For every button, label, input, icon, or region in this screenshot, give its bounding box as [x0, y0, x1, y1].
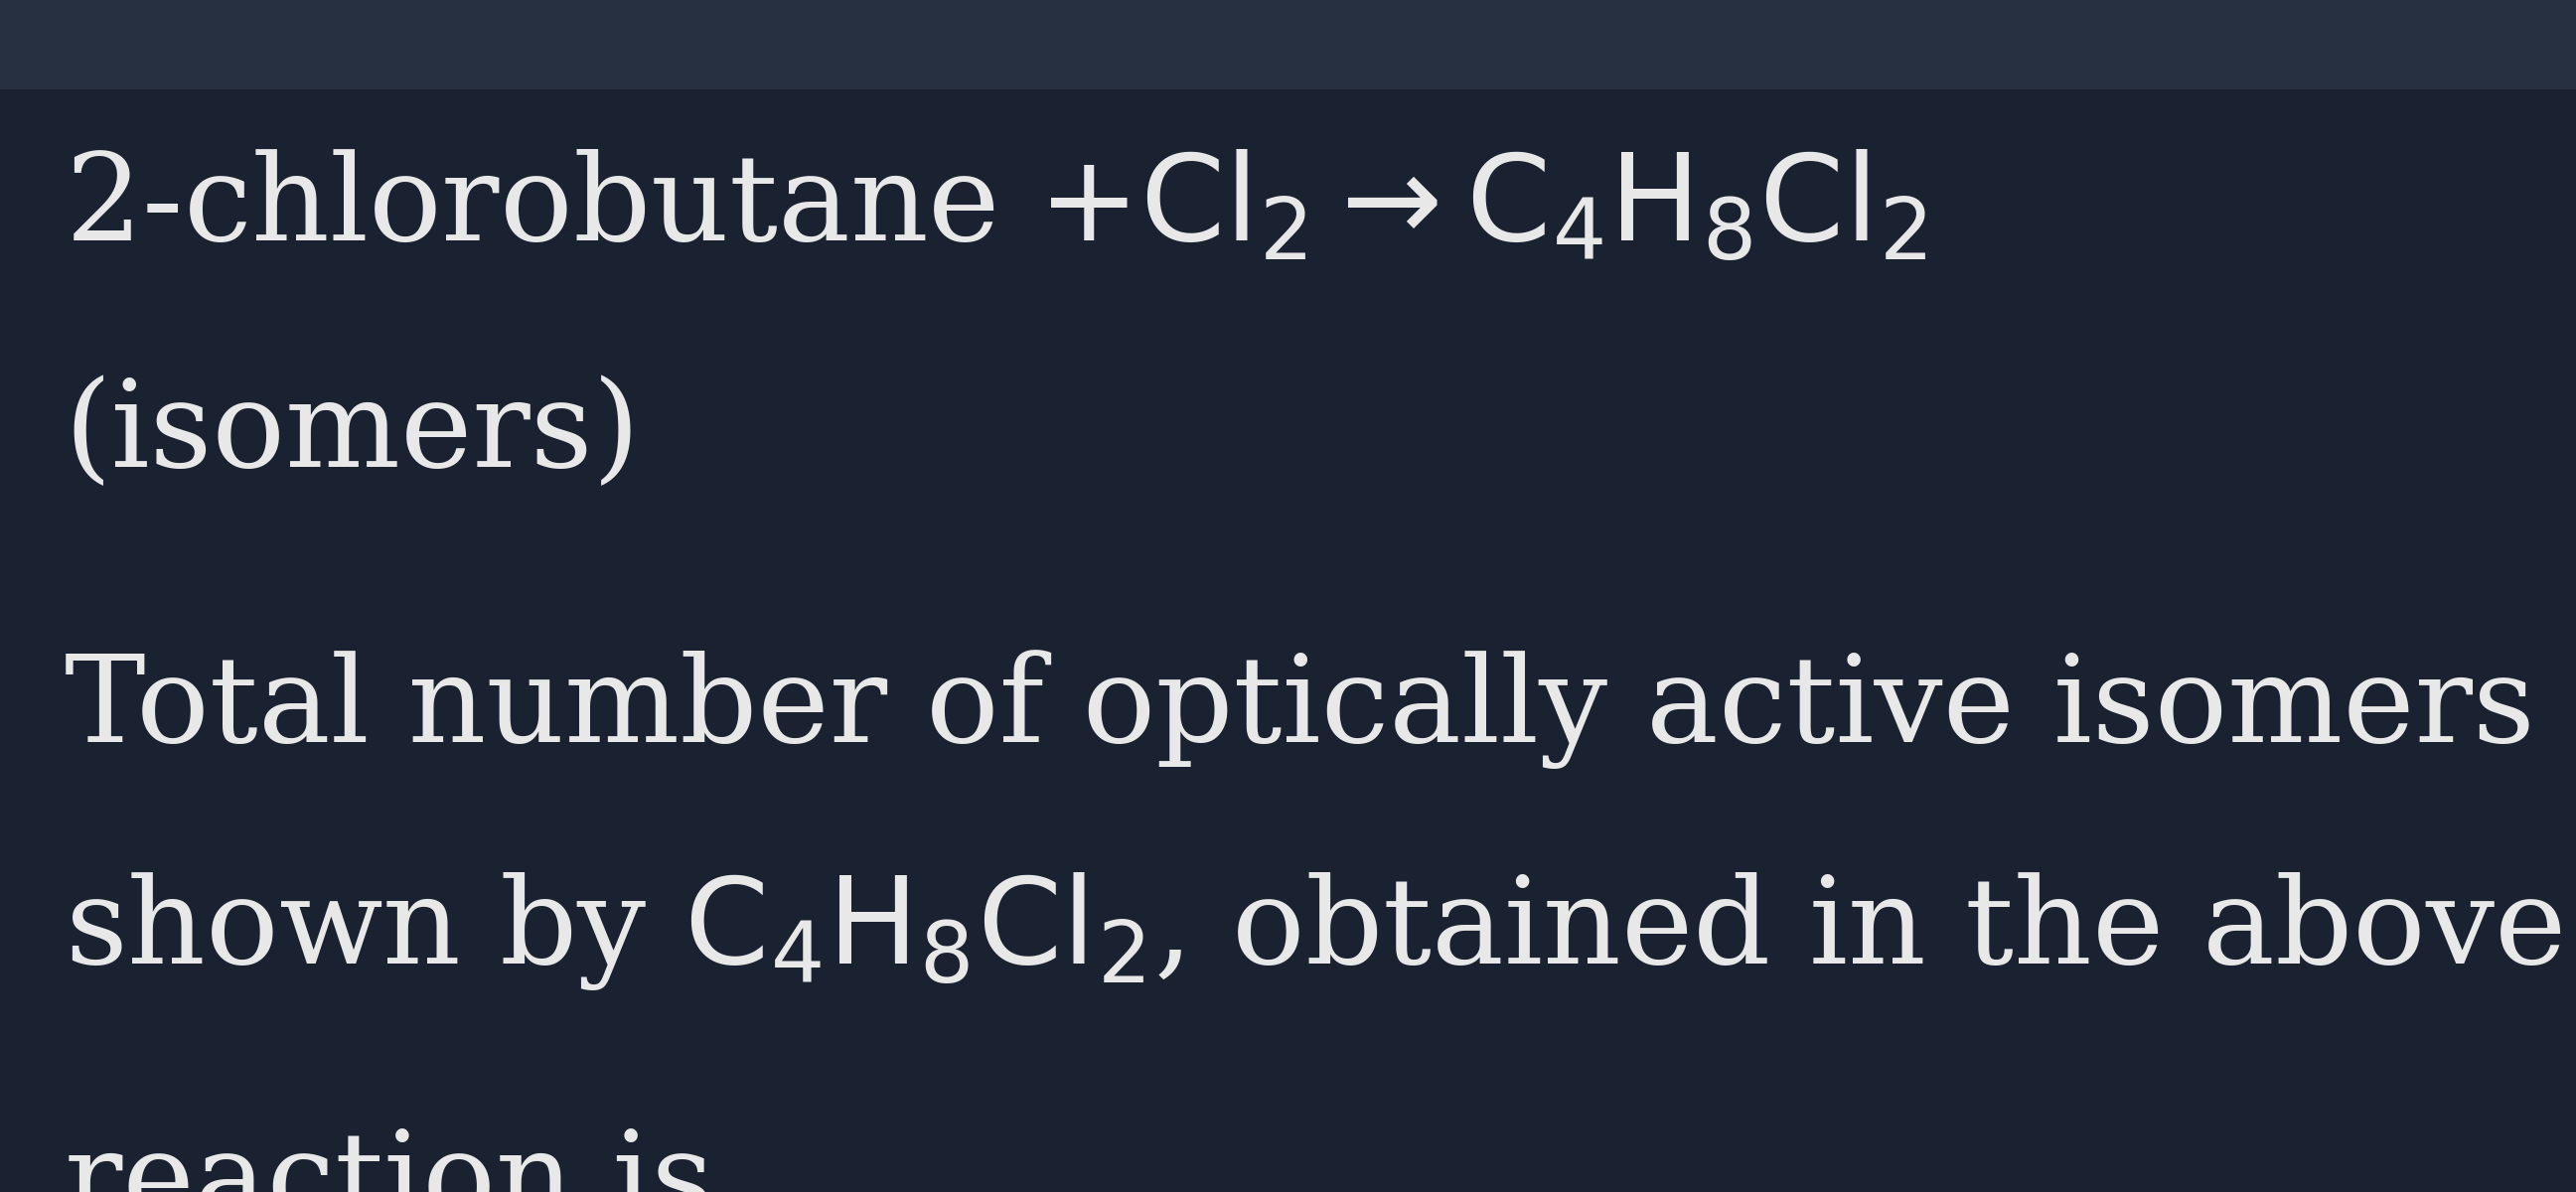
Text: 2-chlorobutane $+\mathrm{Cl_2} \rightarrow \mathrm{C_4H_8Cl_2}$: 2-chlorobutane $+\mathrm{Cl_2} \rightarr… [64, 149, 1927, 265]
Text: (isomers): (isomers) [64, 375, 641, 491]
Text: reaction is: reaction is [64, 1126, 714, 1192]
Text: shown by $\mathrm{C_4H_8Cl_2}$, obtained in the above: shown by $\mathrm{C_4H_8Cl_2}$, obtained… [64, 870, 2561, 992]
Text: Total number of optically active isomers: Total number of optically active isomers [64, 650, 2535, 769]
FancyBboxPatch shape [0, 0, 2576, 89]
